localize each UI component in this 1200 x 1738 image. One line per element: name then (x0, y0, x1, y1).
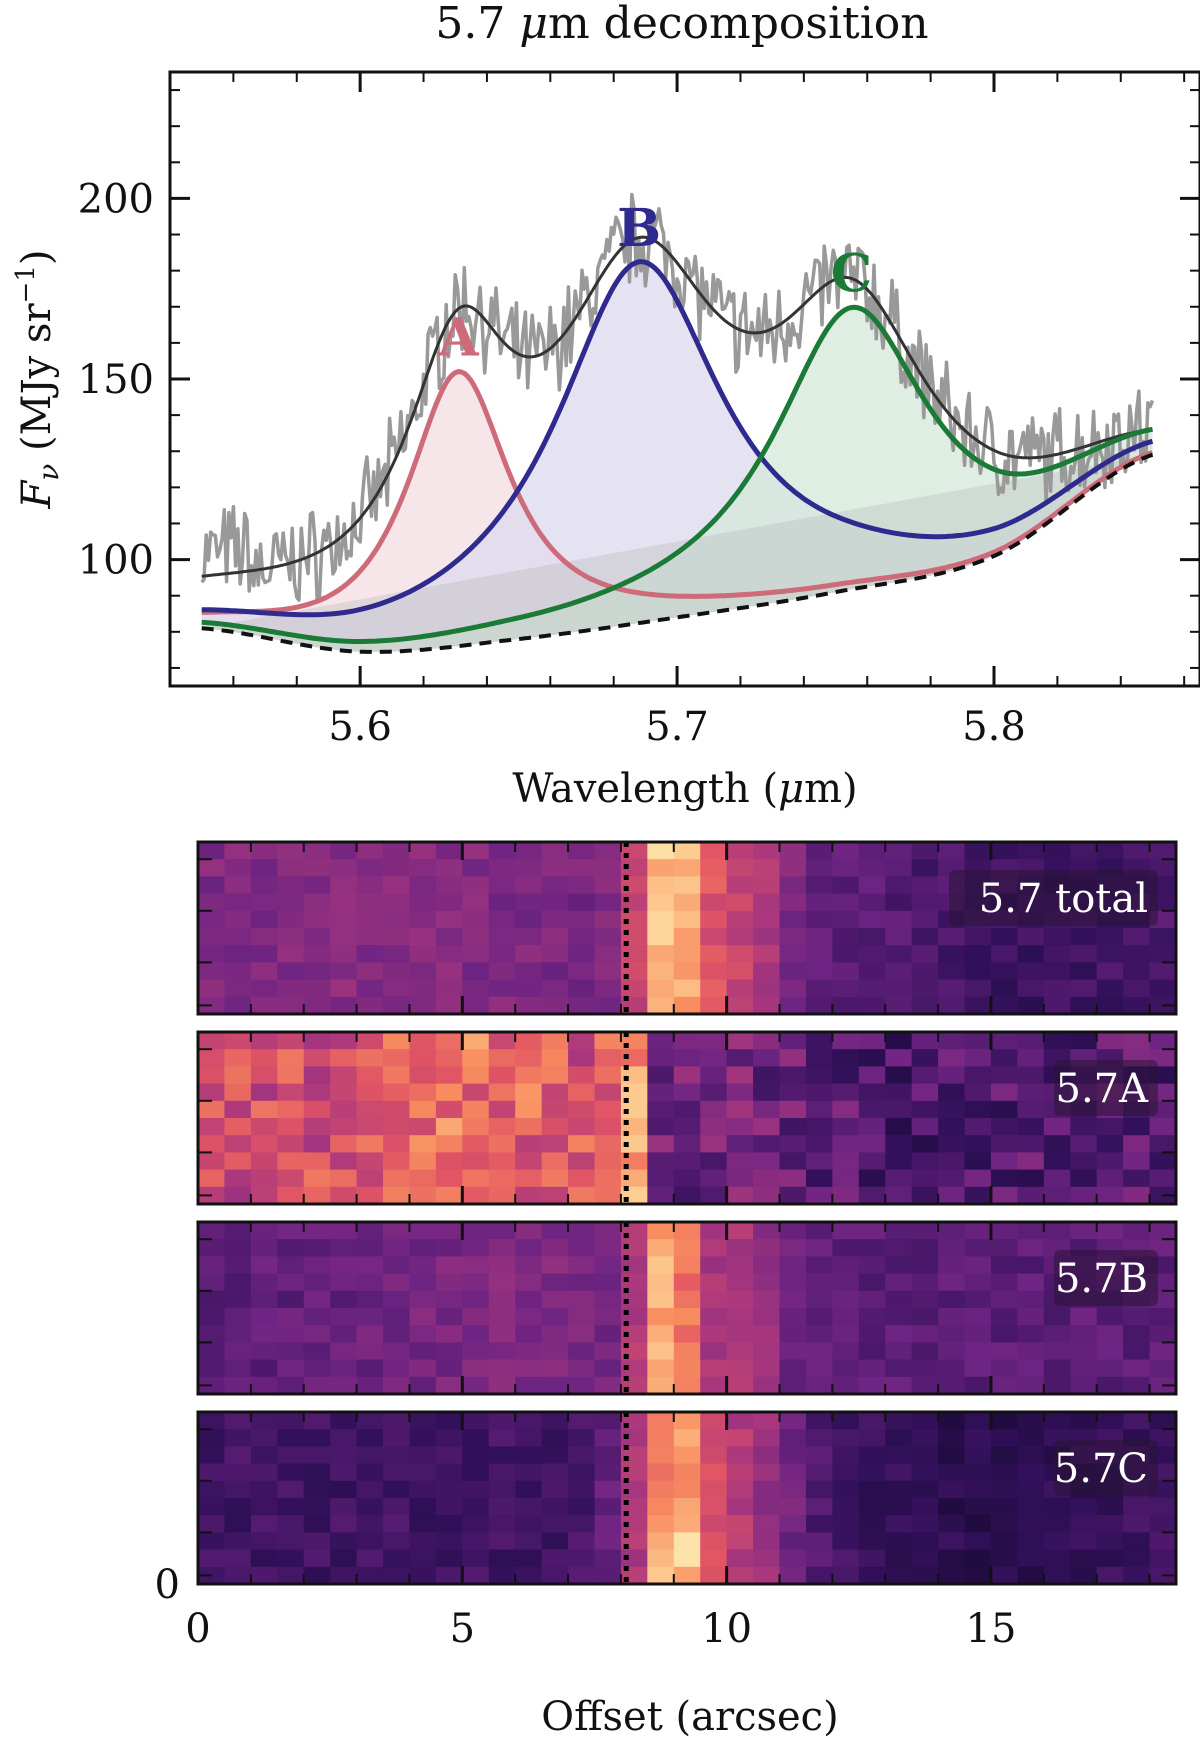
offset-tick-label: 5 (450, 1606, 475, 1652)
continuum-line (201, 452, 1154, 654)
chart-title: 5.7 μm decomposition (435, 0, 928, 49)
offset-tick-label: 10 (701, 1606, 752, 1652)
y-tick-label: 200 (78, 176, 154, 222)
offset-axis-label: Offset (arcsec) (541, 1694, 838, 1738)
offset-tick-label: 0 (185, 1606, 210, 1652)
panel-label-box (949, 870, 1158, 926)
component-a-line (201, 369, 1154, 615)
y-tick-label: 150 (78, 357, 154, 403)
component-c-line (201, 304, 1153, 644)
offset-axis: Offset (arcsec) 0 5 10 15 0 (155, 1562, 1017, 1738)
x-tick-label: 5.6 (328, 704, 392, 750)
panel-label: 5.7B (1055, 1256, 1148, 1302)
heatmap-stack: 5.7 total 5.7A 5.7B 5.7C (196, 840, 1178, 1586)
x-axis-label: Wavelength (μm) (512, 766, 857, 812)
offset-tick-label: 15 (966, 1606, 1017, 1652)
component-c-fill (201, 307, 1153, 652)
x-tick-label: 5.7 (645, 704, 709, 750)
heatmap-panel-a: 5.7A (196, 1030, 1178, 1206)
x-tick-label: 5.8 (962, 704, 1026, 750)
component-label-c: C (831, 243, 872, 304)
panel-label-box (1054, 1440, 1158, 1496)
component-b-line (201, 259, 1154, 618)
component-labels: A B C (437, 198, 872, 369)
heatmap-panel-b: 5.7B (196, 1220, 1178, 1396)
heatmap-panel-total: 5.7 total (196, 840, 1178, 1016)
component-label-b: B (617, 198, 661, 259)
observed-spectrum (200, 192, 1155, 602)
component-label-a: A (437, 308, 479, 369)
spectrum-lines (200, 192, 1155, 654)
panel-label: 5.7C (1054, 1446, 1148, 1492)
panel-label: 5.7 total (979, 876, 1148, 922)
spectrum-ticks: 5.6 5.7 5.8 100 150 200 (78, 72, 1200, 750)
heatmap-panel-c: 5.7C (196, 1410, 1178, 1586)
model-fit-line (201, 235, 1153, 578)
y-axis-label: Fν (MJy sr−1) (11, 249, 65, 509)
heatmap-y-tick-label: 0 (155, 1562, 180, 1608)
y-tick-label: 100 (78, 538, 154, 584)
panel-label-box (1054, 1250, 1158, 1306)
panel-label: 5.7A (1056, 1066, 1150, 1112)
panel-label-box (1054, 1060, 1158, 1116)
spectrum-chart: 5.7 μm decomposition A B C 5.6 5.7 5.8 100 150… (11, 0, 1200, 812)
